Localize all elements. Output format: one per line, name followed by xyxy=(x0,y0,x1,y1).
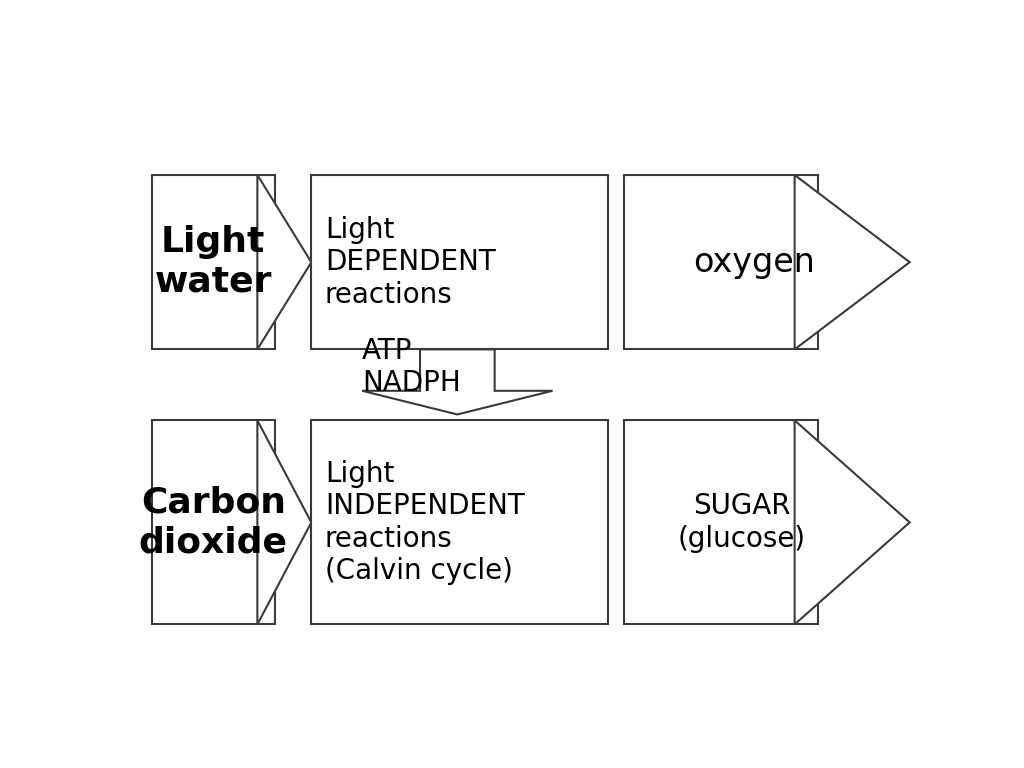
Text: SUGAR
(glucose): SUGAR (glucose) xyxy=(678,492,806,552)
Bar xyxy=(624,420,818,624)
Polygon shape xyxy=(795,420,909,624)
Text: Carbon
dioxide: Carbon dioxide xyxy=(139,485,288,559)
Bar xyxy=(310,175,608,349)
Polygon shape xyxy=(795,175,909,349)
Bar xyxy=(152,420,274,624)
Bar xyxy=(152,175,274,349)
Text: Light
DEPENDENT
reactions: Light DEPENDENT reactions xyxy=(325,216,496,309)
Bar xyxy=(624,175,818,349)
Polygon shape xyxy=(257,420,311,624)
Text: Light
INDEPENDENT
reactions
(Calvin cycle): Light INDEPENDENT reactions (Calvin cycl… xyxy=(325,460,524,585)
Bar xyxy=(310,420,608,624)
Text: ATP
NADPH: ATP NADPH xyxy=(362,337,461,397)
Polygon shape xyxy=(362,349,553,415)
Text: Light
water: Light water xyxy=(155,226,272,299)
Polygon shape xyxy=(257,175,311,349)
Text: oxygen: oxygen xyxy=(693,246,815,279)
